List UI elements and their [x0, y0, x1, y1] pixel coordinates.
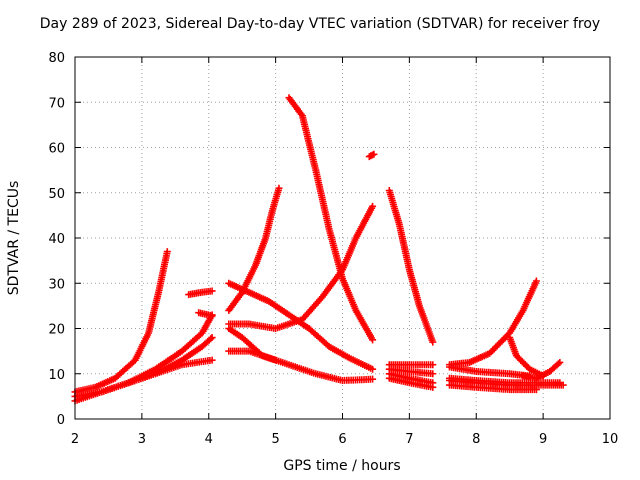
scatter-points-track-o — [385, 361, 437, 369]
scatter-points-track-j — [225, 325, 377, 384]
y-tick-label: 40 — [48, 232, 65, 247]
chart-title: Day 289 of 2023, Sidereal Day-to-day VTE… — [39, 16, 601, 32]
series-track-q — [385, 365, 437, 378]
scatter-points-track-t — [446, 363, 534, 380]
series-track-v — [446, 381, 540, 394]
y-tick-label: 0 — [57, 413, 65, 428]
scatter-points-track-f — [195, 309, 216, 320]
series-track-f — [195, 309, 216, 320]
series-track-y — [446, 374, 564, 387]
scatter-points-track-m — [365, 150, 378, 161]
x-tick-label: 10 — [602, 432, 619, 447]
y-tick-label: 60 — [48, 142, 65, 157]
y-tick-label: 30 — [48, 277, 65, 292]
series-track-w — [506, 334, 547, 380]
scatter-points-track-s — [446, 277, 540, 369]
y-tick-label: 50 — [48, 187, 65, 202]
series-track-p — [385, 370, 437, 387]
series-track-h — [225, 279, 377, 373]
series-track-j — [225, 325, 377, 384]
scatter-points-track-l — [285, 94, 377, 344]
y-tick-label: 20 — [48, 323, 65, 338]
scatter-points-track-d — [125, 356, 216, 387]
scatter-points-track-n — [385, 187, 437, 346]
scatter-points-track-y — [446, 374, 564, 387]
scatter-points-track-w — [506, 334, 547, 380]
x-tick-label: 7 — [405, 432, 413, 447]
grid — [75, 57, 610, 419]
series-track-k — [225, 347, 280, 364]
series-track-t — [446, 363, 534, 380]
x-tick-label: 6 — [338, 432, 346, 447]
scatter-points-track-k — [225, 347, 280, 364]
scatter-points-track-e — [185, 287, 216, 299]
scatter-points-track-x — [519, 358, 564, 382]
x-tick-label: 9 — [539, 432, 547, 447]
y-tick-label: 10 — [48, 368, 65, 383]
scatter-points-track-g — [225, 184, 283, 314]
x-tick-label: 5 — [271, 432, 279, 447]
series-track-g — [225, 184, 283, 314]
series-track-s — [446, 277, 540, 369]
y-tick-label: 70 — [48, 96, 65, 111]
series-track-r — [385, 374, 437, 391]
axis-ticks: 2 3 4 5 6 7 8 9 10 0 10 20 30 40 50 60 70 80 — [48, 51, 618, 447]
series-track-l — [285, 94, 377, 344]
scatter-points-track-v — [446, 381, 540, 394]
y-tick-label: 80 — [48, 51, 65, 66]
series-track-o — [385, 361, 437, 369]
scatter-points-track-q — [385, 365, 437, 378]
y-axis-label: SDTVAR / TECUs — [6, 181, 22, 296]
series-track-x — [519, 358, 564, 382]
x-tick-label: 8 — [472, 432, 480, 447]
series-track-d — [125, 356, 216, 387]
scatter-points-track-p — [385, 370, 437, 387]
x-tick-label: 4 — [205, 432, 213, 447]
x-tick-label: 2 — [71, 432, 79, 447]
x-axis-label: GPS time / hours — [283, 458, 400, 474]
series-track-e — [185, 287, 216, 299]
scatter-points-track-r — [385, 374, 437, 391]
data-marks — [71, 94, 567, 405]
series-track-n — [385, 187, 437, 346]
scatter-points-track-h — [225, 279, 377, 373]
series-track-m — [365, 150, 378, 161]
x-tick-label: 3 — [138, 432, 146, 447]
